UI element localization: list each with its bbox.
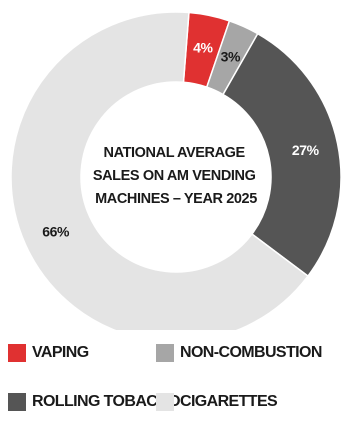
legend-swatch-rolling-tobacco	[8, 393, 26, 411]
legend-item-non-combustion: NON-COMBUSTION	[156, 342, 353, 364]
slice-label-rolling-tobacco: 27%	[292, 142, 320, 158]
chart-title: NATIONAL AVERAGE SALES ON AM VENDING MAC…	[93, 145, 259, 207]
legend-item-vaping: VAPING	[8, 342, 156, 364]
slice-cigarettes	[10, 11, 309, 330]
legend-swatch-vaping	[8, 344, 26, 362]
legend-label-vaping: VAPING	[32, 344, 89, 361]
legend-item-cigarettes: CIGARETTES	[156, 391, 353, 413]
chart-title-line-1: NATIONAL AVERAGE	[104, 145, 246, 161]
slice-label-cigarettes: 66%	[42, 223, 70, 239]
legend-item-rolling-tobacco: ROLLING TOBACCO	[8, 391, 181, 413]
donut-chart: 4% 3% 27% 66% NATIONAL AVERAGE SALES ON AM …	[10, 11, 342, 330]
slice-label-vaping: 4%	[193, 40, 213, 56]
chart-title-line-2: SALES ON AM VENDING	[93, 168, 256, 184]
slice-rolling-tobacco	[222, 32, 342, 278]
slice-label-non-combustion: 3%	[221, 49, 241, 65]
legend-swatch-cigarettes	[156, 393, 174, 411]
slice-labels: 4% 3% 27% 66%	[42, 40, 320, 240]
legend-label-rolling-tobacco: ROLLING TOBACCO	[32, 393, 181, 410]
legend-swatch-non-combustion	[156, 344, 174, 362]
donut-slices	[10, 11, 342, 330]
chart-title-line-3: MACHINES – YEAR 2025	[95, 191, 257, 207]
legend-label-cigarettes: CIGARETTES	[180, 393, 278, 410]
chart-legend: VAPING NON-COMBUSTION ROLLING TOBACCO CI…	[8, 342, 353, 413]
legend-label-non-combustion: NON-COMBUSTION	[180, 344, 322, 361]
